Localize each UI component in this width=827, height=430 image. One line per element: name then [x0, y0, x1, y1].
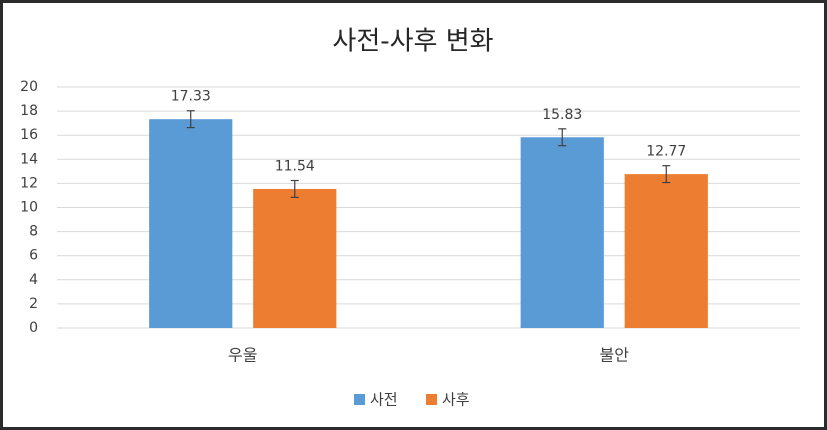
legend-swatch [426, 394, 437, 405]
error-bar [662, 165, 671, 184]
legend-label: 사전 [370, 391, 398, 409]
x-tick-label: 불안 [600, 346, 630, 365]
y-tick-label: 0 [29, 320, 38, 336]
y-tick-label: 18 [20, 103, 38, 119]
y-tick-label: 2 [29, 296, 38, 312]
y-tick-label: 14 [20, 151, 38, 167]
y-tick-label: 12 [20, 175, 38, 191]
legend-swatch [354, 394, 365, 405]
bar [253, 188, 337, 328]
y-tick-label: 16 [20, 127, 38, 143]
y-tick-label: 20 [20, 79, 38, 95]
x-tick-label: 우울 [228, 346, 257, 365]
data-label: 12.77 [646, 144, 686, 160]
bar [624, 174, 708, 328]
bar [520, 137, 604, 328]
y-tick-label: 10 [20, 200, 38, 216]
chart-title: 사전-사후 변화 [332, 27, 493, 57]
data-label: 17.33 [171, 89, 211, 105]
error-bar [186, 110, 195, 129]
legend-label: 사후 [442, 391, 470, 409]
error-bar [558, 128, 567, 147]
y-tick-label: 6 [29, 248, 38, 264]
error-bar [290, 179, 299, 198]
y-tick-label: 4 [29, 272, 38, 288]
data-label: 11.54 [275, 159, 315, 175]
data-label: 15.83 [542, 107, 582, 123]
y-tick-label: 8 [29, 224, 38, 240]
bar [149, 119, 233, 329]
